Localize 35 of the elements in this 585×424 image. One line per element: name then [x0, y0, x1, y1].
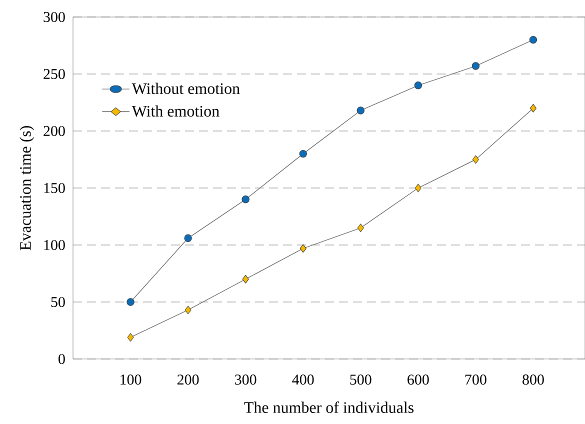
point	[357, 224, 364, 232]
x-tick-label: 500	[350, 374, 372, 385]
legend-label: With emotion	[132, 105, 220, 117]
point	[472, 62, 480, 70]
point	[414, 82, 422, 90]
x-tick-label: 100	[120, 374, 142, 385]
y-tick-label: 50	[51, 296, 65, 308]
legend-label: Without emotion	[132, 82, 240, 94]
point	[529, 36, 538, 44]
x-tick-label: 200	[177, 374, 199, 385]
point	[242, 196, 250, 204]
x-axis-title: The number of individuals	[244, 402, 414, 413]
y-tick-label: 300	[44, 12, 65, 22]
y-axis-title: Evacuation time (s)	[20, 126, 34, 250]
y-tick-label: 0	[58, 354, 65, 364]
x-tick-label: 300	[235, 374, 256, 385]
point	[242, 274, 249, 284]
point	[356, 106, 364, 114]
point	[472, 155, 479, 164]
y-tick-label: 100	[44, 240, 65, 250]
x-tick-label: 800	[522, 374, 544, 385]
point	[299, 150, 307, 158]
y-tick-label: 200	[44, 126, 65, 136]
point	[184, 306, 192, 314]
x-tick-label: 700	[465, 374, 486, 385]
point	[127, 333, 134, 342]
point	[300, 244, 306, 253]
y-tick-label: 250	[44, 68, 65, 80]
y-tick-label: 150	[44, 182, 65, 194]
x-tick-label: 400	[292, 374, 314, 385]
point	[530, 104, 536, 112]
x-tick-label: 600	[408, 374, 429, 385]
point	[126, 298, 134, 306]
point	[184, 234, 192, 242]
point	[414, 184, 422, 192]
